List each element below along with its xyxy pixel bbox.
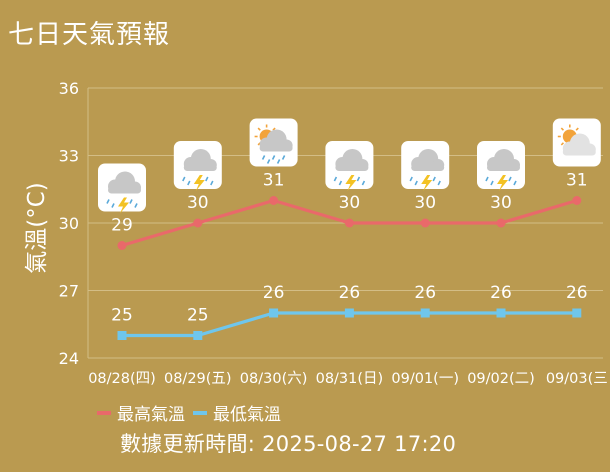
data-label-max: 30	[490, 193, 512, 213]
data-label-max: 30	[414, 193, 436, 213]
data-point-min[interactable]	[117, 331, 127, 340]
data-point-min[interactable]	[193, 331, 203, 340]
y-tick-label: 27	[59, 282, 79, 301]
x-tick-label: 08/30(六)	[240, 370, 308, 387]
data-label-min: 25	[187, 306, 209, 326]
data-point-max[interactable]	[496, 218, 506, 228]
partly-cloudy-icon	[552, 118, 601, 167]
legend-item-min[interactable]: 最低氣溫	[193, 400, 281, 425]
sun-cloud-rain-icon	[249, 118, 298, 167]
data-point-max[interactable]	[117, 241, 127, 250]
x-tick-label: 09/02(二)	[467, 371, 535, 387]
data-label-min: 26	[566, 283, 588, 303]
data-point-max[interactable]	[572, 196, 582, 205]
thunder-rain-icon	[401, 141, 450, 191]
data-label-min: 25	[111, 306, 133, 326]
legend-swatch-min	[193, 410, 207, 415]
axes: 24 27 30 33 36 08/28(四) 08/29(五) 08/30(六) 08/31(…	[59, 79, 608, 387]
data-label-max: 31	[263, 171, 285, 191]
page-title: 七日天氣預報	[8, 20, 171, 50]
thunder-rain-icon	[325, 141, 374, 191]
series	[117, 196, 582, 340]
data-label-min: 26	[339, 283, 361, 303]
y-tick-label: 33	[59, 147, 79, 166]
legend-label-max: 最高氣溫	[117, 405, 185, 425]
legend-item-max[interactable]: 最高氣溫	[97, 400, 185, 425]
y-axis-label: 氣溫(°C)	[24, 182, 50, 274]
data-point-max[interactable]	[344, 218, 354, 228]
data-label-min: 26	[414, 283, 436, 303]
data-point-max[interactable]	[269, 196, 279, 205]
legend-label-min: 最低氣溫	[213, 405, 281, 425]
data-point-min[interactable]	[420, 308, 430, 318]
data-label-max: 30	[187, 193, 209, 213]
data-point-max[interactable]	[420, 218, 430, 228]
data-label-min: 26	[263, 283, 285, 303]
thunder-rain-icon	[477, 141, 525, 191]
x-tick-label: 09/03(三	[546, 371, 608, 387]
data-label-max: 29	[111, 216, 133, 236]
x-tick-label: 08/28(四)	[88, 371, 156, 387]
data-label-max: 30	[339, 193, 361, 213]
temperature-chart: 24 27 30 33 36 08/28(四) 08/29(五) 08/30(六) 08/31(…	[24, 79, 608, 387]
thunder-rain-icon	[173, 141, 222, 191]
update-time: 數據更新時間: 2025-08-27 17:20	[120, 432, 457, 456]
data-label-min: 26	[490, 283, 512, 303]
x-tick-label: 08/29(五)	[164, 371, 232, 387]
data-point-min[interactable]	[269, 308, 279, 318]
x-tick-label: 08/31(日)	[316, 371, 384, 387]
y-tick-label: 30	[59, 214, 79, 233]
y-tick-label: 36	[59, 79, 79, 98]
weather-icons	[98, 118, 601, 214]
thunder-rain-icon	[98, 163, 146, 214]
data-point-min[interactable]	[496, 308, 506, 318]
data-point-max[interactable]	[193, 218, 203, 228]
legend: 最高氣溫 最低氣溫	[97, 400, 289, 425]
data-labels: 29 30 31 30 30 30 31 25 25 26 26 26 26 26	[111, 171, 587, 326]
legend-swatch-max	[97, 410, 111, 415]
x-tick-label: 09/01(一)	[391, 371, 459, 387]
y-tick-label: 24	[59, 349, 79, 368]
data-point-min[interactable]	[572, 308, 582, 318]
data-point-min[interactable]	[344, 308, 354, 318]
data-label-max: 31	[566, 171, 588, 191]
